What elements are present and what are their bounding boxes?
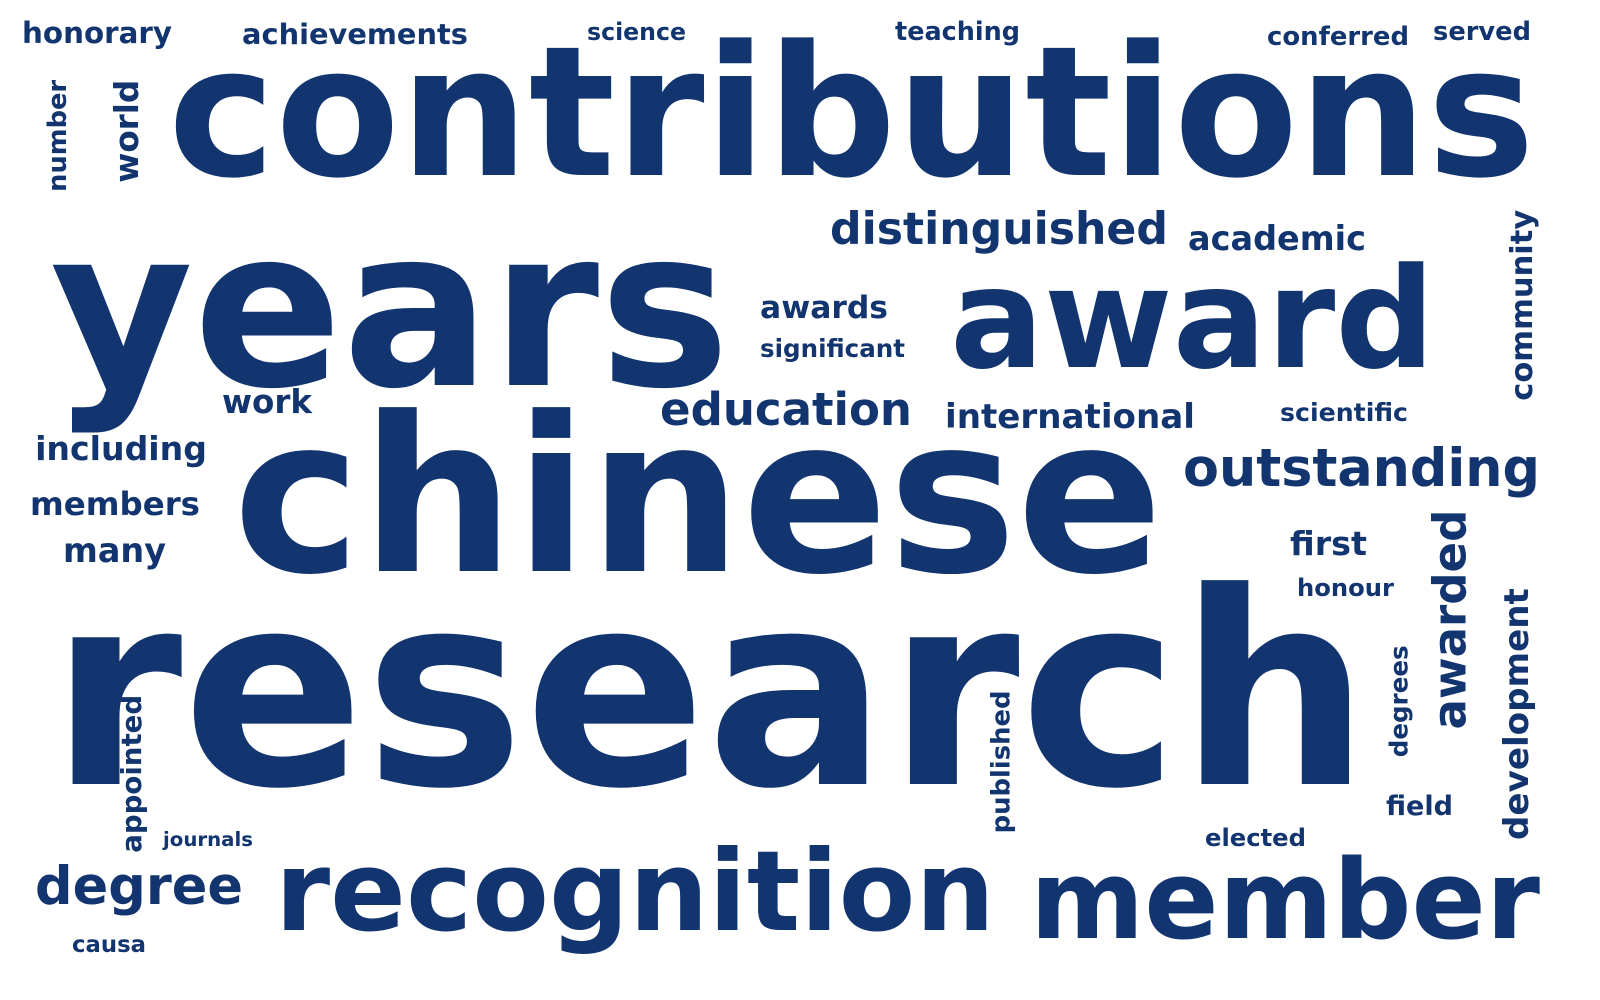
word-years: years: [50, 181, 730, 438]
word-journals: journals: [163, 827, 253, 851]
word-teaching: teaching: [895, 16, 1020, 47]
word-published: published: [986, 690, 1017, 833]
word-degrees: degrees: [1384, 645, 1414, 757]
word-conferred: conferred: [1267, 21, 1409, 52]
word-first: first: [1290, 524, 1367, 564]
word-number: number: [43, 80, 74, 192]
word-education: education: [660, 383, 912, 437]
word-honour: honour: [1297, 574, 1394, 603]
word-members: members: [30, 484, 200, 523]
word-including: including: [35, 428, 207, 468]
word-distinguished: distinguished: [830, 203, 1168, 255]
word-scientific: scientific: [1280, 398, 1408, 428]
word-contributions: contributions: [168, 6, 1535, 218]
word-many: many: [63, 531, 166, 571]
word-awards: awards: [760, 290, 888, 327]
word-work: work: [222, 382, 312, 421]
word-honorary: honorary: [22, 16, 172, 51]
word-chinese: chinese: [233, 370, 1163, 622]
word-outstanding: outstanding: [1183, 437, 1540, 499]
word-international: international: [945, 397, 1195, 438]
word-world: world: [107, 80, 146, 183]
word-award: award: [950, 238, 1435, 401]
word-significant: significant: [760, 334, 905, 364]
word-community: community: [1504, 210, 1540, 401]
word-research: research: [50, 536, 1370, 849]
word-recognition: recognition: [275, 826, 995, 957]
word-field: field: [1386, 790, 1453, 822]
word-academic: academic: [1188, 218, 1366, 258]
word-appointed: appointed: [115, 695, 149, 853]
word-elected: elected: [1205, 822, 1306, 852]
word-member: member: [1030, 836, 1540, 965]
word-causa: causa: [72, 931, 146, 958]
word-served: served: [1433, 16, 1531, 47]
word-science: science: [587, 18, 686, 47]
word-achievements: achievements: [242, 16, 468, 51]
word-awarded: awarded: [1423, 510, 1477, 730]
word-development: development: [1496, 588, 1537, 840]
word-degree: degree: [35, 856, 243, 918]
